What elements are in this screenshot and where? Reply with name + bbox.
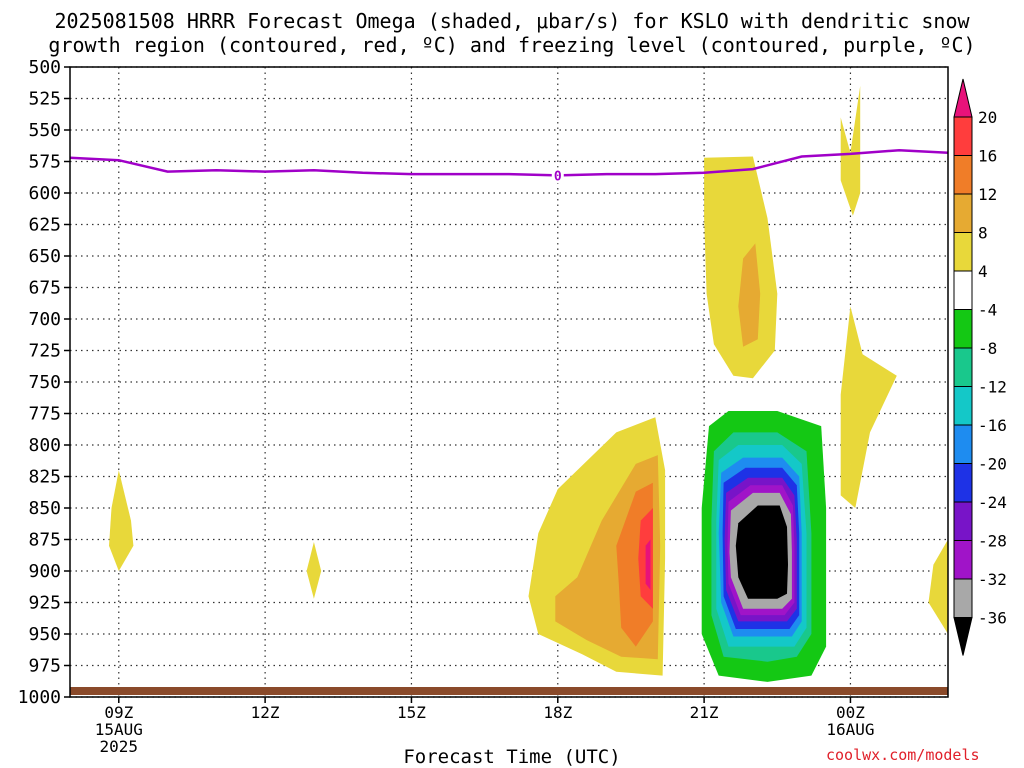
colorbar-swatch	[953, 463, 973, 503]
y-tick-label: 800	[28, 435, 61, 456]
chart-title-line-2: growth region (contoured, red, ºC) and f…	[48, 33, 976, 57]
colorbar-swatch	[953, 386, 973, 426]
x-tick-label: 09Z	[104, 703, 133, 722]
y-tick-label: 975	[28, 656, 61, 677]
y-tick-label: 750	[28, 372, 61, 393]
x-tick-label: 15AUG	[95, 720, 143, 739]
colorbar-swatch	[953, 78, 973, 118]
colorbar-label: 12	[978, 185, 997, 204]
x-tick-label: 21Z	[690, 703, 719, 722]
omega-fill-regions	[109, 85, 948, 682]
colorbar-label: -12	[978, 378, 1007, 397]
colorbar-label: -4	[978, 301, 997, 320]
x-tick-label: 12Z	[251, 703, 280, 722]
colorbar-swatch	[953, 270, 973, 310]
y-tick-label: 875	[28, 530, 61, 551]
chart-title-line-1: 2025081508 HRRR Forecast Omega (shaded, …	[54, 9, 970, 33]
colorbar-swatch	[953, 193, 973, 233]
colorbar-label: -36	[978, 609, 1007, 628]
colorbar: 20 16 12 8 4 -4 -8 -12 -16 -20 -24 -28 -32 -36	[953, 78, 1007, 656]
omega-region-4	[109, 470, 134, 571]
x-tick-label: 16AUG	[826, 720, 874, 739]
x-axis-label: Forecast Time (UTC)	[403, 746, 621, 768]
omega-region-4	[306, 542, 322, 599]
credit-text: coolwx.com/models	[826, 746, 980, 764]
omega-region-neg36	[735, 505, 788, 599]
colorbar-label: 4	[978, 262, 988, 281]
colorbar-label: -28	[978, 532, 1007, 551]
y-tick-label: 1000	[18, 687, 61, 708]
y-tick-label: 525	[28, 89, 61, 110]
y-tick-label: 550	[28, 120, 61, 141]
colorbar-label: -32	[978, 570, 1007, 589]
y-tick-label: 600	[28, 183, 61, 204]
colorbar-label: 16	[978, 147, 997, 166]
colorbar-label: 8	[978, 224, 988, 243]
omega-region-4	[928, 539, 948, 634]
colorbar-label: -20	[978, 455, 1007, 474]
colorbar-swatch	[953, 116, 973, 156]
colorbar-swatch	[953, 232, 973, 272]
colorbar-swatch	[953, 347, 973, 387]
y-axis-ticks: 500 525 550 575 600 625 650 675 700 725 750 775 800 8…	[18, 57, 70, 708]
y-tick-label: 500	[28, 57, 61, 78]
y-tick-label: 775	[28, 404, 61, 425]
x-tick-label: 18Z	[543, 703, 572, 722]
colorbar-swatch	[953, 501, 973, 541]
y-tick-label: 850	[28, 498, 61, 519]
omega-region-20	[645, 539, 651, 590]
colorbar-label: -16	[978, 416, 1007, 435]
colorbar-swatch	[953, 309, 973, 349]
x-tick-label: 15Z	[397, 703, 426, 722]
colorbar-label: -24	[978, 493, 1007, 512]
omega-region-8	[738, 243, 761, 347]
freezing-level-label: 0	[554, 169, 562, 184]
colorbar-swatch	[953, 578, 973, 618]
colorbar-swatch	[953, 540, 973, 580]
omega-region-4	[840, 85, 861, 216]
colorbar-swatch	[953, 617, 973, 656]
y-tick-label: 950	[28, 624, 61, 645]
y-tick-label: 575	[28, 152, 61, 173]
colorbar-label: 20	[978, 108, 997, 127]
y-tick-label: 825	[28, 467, 61, 488]
ground-band	[70, 687, 948, 695]
omega-region-4	[840, 306, 897, 508]
y-tick-label: 725	[28, 341, 61, 362]
x-tick-label: 00Z	[836, 703, 865, 722]
freezing-level-line	[69, 148, 949, 177]
y-tick-label: 625	[28, 215, 61, 236]
omega-region-4	[704, 156, 778, 379]
colorbar-swatch	[953, 155, 973, 195]
colorbar-swatch	[953, 424, 973, 464]
y-tick-label: 925	[28, 593, 61, 614]
freezing-level-contour: 0	[69, 148, 949, 184]
y-tick-label: 650	[28, 246, 61, 267]
x-tick-label: 2025	[100, 737, 139, 756]
y-tick-label: 675	[28, 278, 61, 299]
y-tick-label: 900	[28, 561, 61, 582]
y-tick-label: 700	[28, 309, 61, 330]
freezing-level-label-bg	[551, 167, 564, 184]
colorbar-label: -8	[978, 339, 997, 358]
